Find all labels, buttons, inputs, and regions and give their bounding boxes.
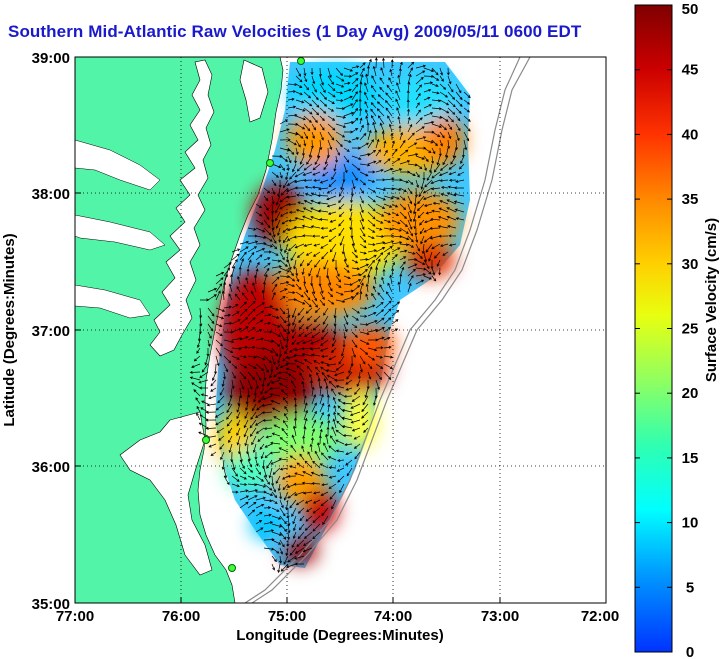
velocity-vectors xyxy=(189,57,471,573)
colorbar-ticks xyxy=(635,4,672,653)
x-tick-label: 73:00 xyxy=(481,608,519,625)
colorbar-tick-label: 0 xyxy=(686,644,694,659)
colorbar-tick-label: 10 xyxy=(682,515,699,532)
sound-water xyxy=(119,411,213,576)
radar-site-marker xyxy=(266,159,274,167)
y-tick-label: 35:00 xyxy=(32,596,70,613)
colorbar-tick-label: 45 xyxy=(682,62,699,79)
river-inlet xyxy=(75,284,151,319)
x-tick-label: 75:00 xyxy=(268,608,306,625)
x-tick-label: 77:00 xyxy=(56,608,94,625)
x-tick-label: 76:00 xyxy=(162,608,200,625)
colorbar xyxy=(634,4,673,653)
grid-lines xyxy=(75,57,606,603)
vector-arrows xyxy=(189,57,471,573)
bathymetry-contours xyxy=(244,57,531,603)
radar-site-marker xyxy=(202,436,210,444)
colorbar-tick-label: 20 xyxy=(682,385,699,402)
x-tick-label: 74:00 xyxy=(374,608,412,625)
radar-site-marker xyxy=(228,564,236,572)
colorbar-tick-label: 25 xyxy=(682,321,699,338)
y-tick-label: 36:00 xyxy=(32,459,70,476)
x-tick-label: 72:00 xyxy=(581,608,619,625)
colorbar-tick-label: 50 xyxy=(682,1,699,18)
colorbar-tick-label: 15 xyxy=(682,450,699,467)
colorbar-tick-label: 30 xyxy=(682,256,699,273)
colorbar-tick-label: 35 xyxy=(682,191,699,208)
x-axis-label: Longitude (Degrees:Minutes) xyxy=(236,627,444,644)
chesapeake-bay xyxy=(149,59,215,357)
y-tick-label: 39:00 xyxy=(32,50,70,67)
colorbar-tick-label: 40 xyxy=(682,126,699,143)
radar-site-marker xyxy=(297,57,305,65)
colorbar-tick-label: 5 xyxy=(686,579,694,596)
tick-marks xyxy=(74,56,607,604)
y-tick-label: 37:00 xyxy=(32,323,70,340)
river-inlet xyxy=(75,139,161,191)
river-inlet xyxy=(75,214,166,251)
delaware-bay xyxy=(239,59,269,123)
velocity-field xyxy=(215,62,470,568)
colorbar-tick-labels: 0 5 10 15 20 25 30 35 40 45 50 xyxy=(682,1,699,659)
y-tick-label: 38:00 xyxy=(32,186,70,203)
y-axis-label: Latitude (Degrees:Minutes) xyxy=(1,233,18,426)
chart-title: Southern Mid-Atlantic Raw Velocities (1 … xyxy=(8,22,582,41)
colorbar-label: Surface Velocity (cm/s) xyxy=(703,218,720,382)
